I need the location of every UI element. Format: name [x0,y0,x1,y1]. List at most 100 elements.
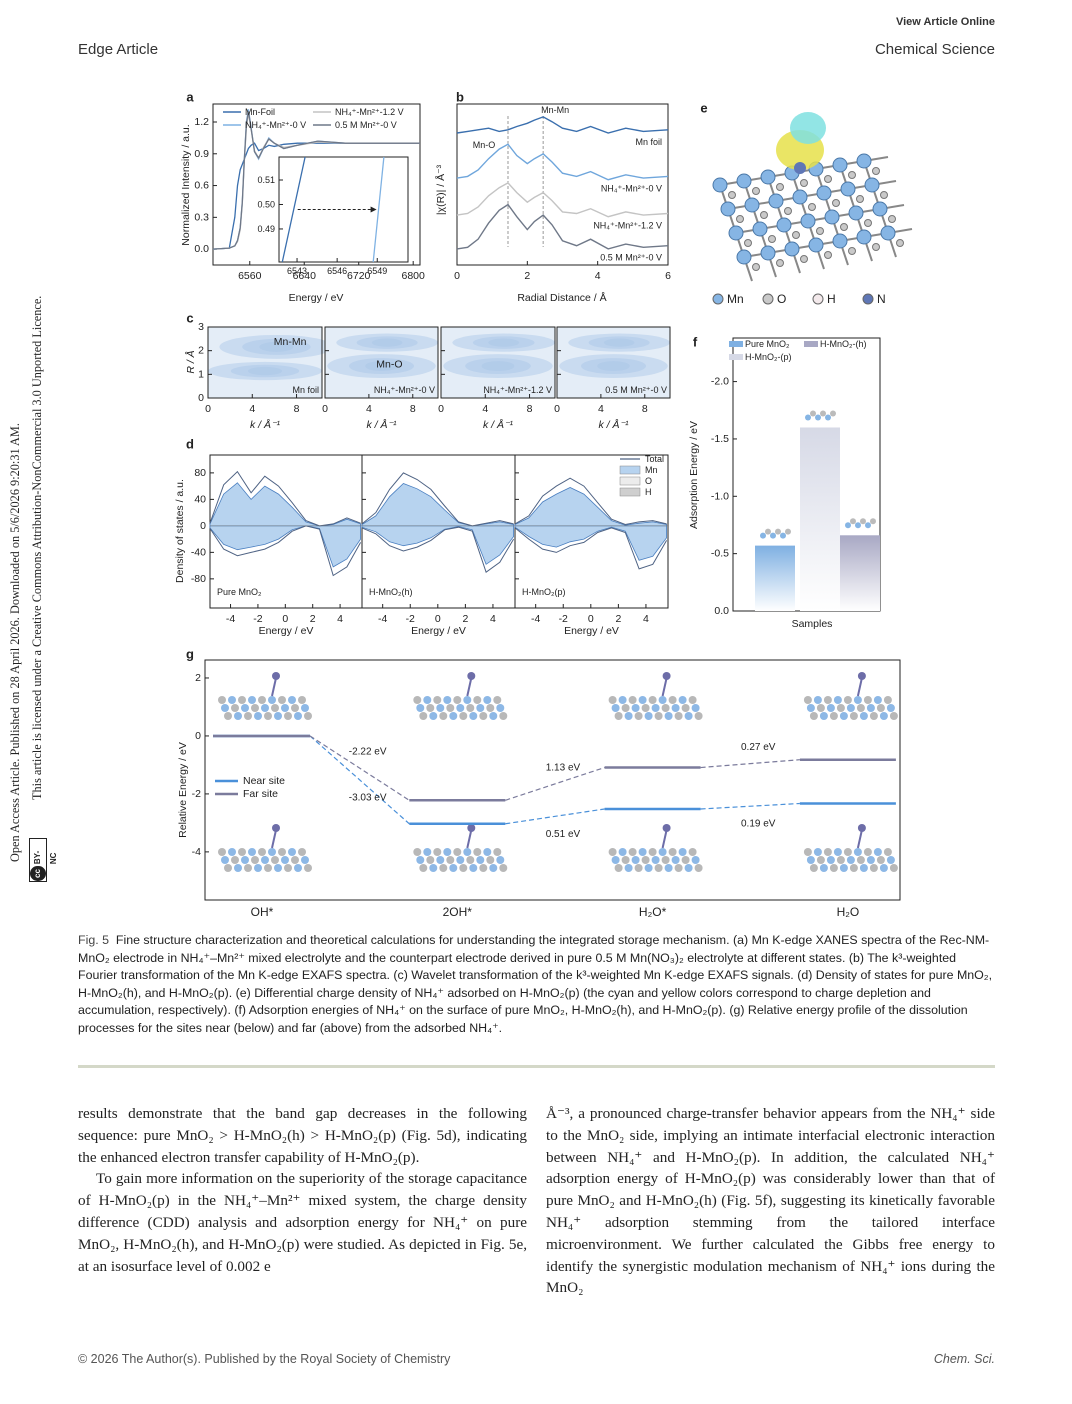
map-contour [336,333,438,352]
atom [776,217,792,233]
atom [752,187,760,195]
x-axis-title: Energy / eV [411,625,466,637]
dos-total [361,472,514,527]
x-tick-label: 0 [438,403,444,415]
dos-area [514,525,667,561]
structure-atom [281,704,289,712]
structure-atom [429,712,438,720]
atom [744,239,752,247]
dos-total [209,470,361,527]
view-online-link[interactable]: View Article Online [895,16,995,28]
structure-atom [466,856,475,864]
structure-atom [883,848,892,856]
peak-label: Mn-Mn [541,105,569,115]
structure-atom [826,704,835,712]
structure-atom [785,528,791,535]
dos-area [514,487,667,527]
curve-label: Mn foil [635,137,662,147]
structure-atom [810,410,816,417]
structure-atom [805,414,811,421]
subpanel-label: Pure MnO₂ [217,587,262,597]
structure-atom [467,824,476,832]
structure-atom [853,696,862,704]
y-tick-label: 0.49 [257,224,275,234]
structure-atom [272,824,280,832]
structure-atom [274,864,282,872]
structure-atom [288,696,296,704]
arrow-head [370,206,377,213]
y-axis-title: |χ(R)| / Å⁻³ [434,164,447,215]
structure-bond [661,829,668,849]
structure-atom [648,696,657,704]
structure-atom [631,704,640,712]
curve-label: NH₄⁺-Mn²⁺-1.2 V [593,220,662,230]
y-tick-label: 0.0 [714,605,729,617]
badge-icon: cc [30,866,46,881]
structure-atom [856,704,865,712]
map-contour [327,354,436,378]
energy-connector [505,808,605,825]
x-tick-label: H₂O [837,905,860,919]
atom [768,193,784,209]
structure-atom [770,532,776,539]
y-tick-label: 0 [200,520,206,532]
legend-label: NH₄⁺-Mn²⁺-0 V [245,120,306,130]
atom [728,225,744,241]
structure-atom [820,410,826,417]
map-contour [443,354,553,378]
x-tick-label: 4 [482,403,488,415]
structure-atom [483,848,492,856]
atom [728,191,736,199]
x-tick-label: 4 [595,270,601,282]
y-tick-label: -2 [192,788,201,800]
structure-atom [648,848,657,856]
plot-frame [212,103,421,266]
structure-atom [476,704,485,712]
curve-label: NH₄⁺-Mn²⁺-0 V [601,183,662,193]
structure-atom [467,672,476,680]
structure-atom [439,712,448,720]
structure-atom [221,704,229,712]
x-tick-label: 6560 [238,270,262,282]
licence-badge[interactable]: cc BY-NC [29,838,58,882]
atom [792,189,808,205]
atom [736,249,752,265]
structure-atom [419,864,428,872]
atom [840,223,848,231]
structure-atom [453,696,462,704]
journal-short: Chem. Sci. [933,1352,995,1366]
structure-atom [234,864,242,872]
y-tick-label: -2.0 [711,376,729,388]
structure-atom [843,696,852,704]
atom [824,175,832,183]
structure-atom [889,864,898,872]
map-bg [208,327,322,398]
legend-swatch [729,341,743,347]
structure-atom [803,848,812,856]
atom [888,215,896,223]
legend-label: N [877,292,886,306]
structure-atom [846,856,855,864]
structure-atom [760,532,766,539]
x-axis-title: Energy / eV [564,625,619,637]
x-axis-title: k / Å⁻¹ [483,418,514,431]
map-contour [208,361,322,381]
y-tick-label: 2 [195,672,201,684]
structure-atom [228,848,236,856]
map-feature: Mn-O [376,359,402,371]
structure-atom [780,532,786,539]
structure-atom [849,864,858,872]
structure-atom [819,864,828,872]
legend-swatch [619,487,641,497]
structure-atom [443,848,452,856]
structure-atom [671,856,680,864]
structure-atom [278,696,286,704]
structure-atom [879,864,888,872]
atom [848,205,864,221]
step-label: -3.03 eV [349,792,387,803]
licence-note[interactable]: This article is licensed under a Creativ… [30,295,44,800]
body-right: Å⁻³, a pronounced charge-transfer behavi… [546,1103,995,1299]
structure-bond [661,677,668,697]
structure-atom [886,856,895,864]
